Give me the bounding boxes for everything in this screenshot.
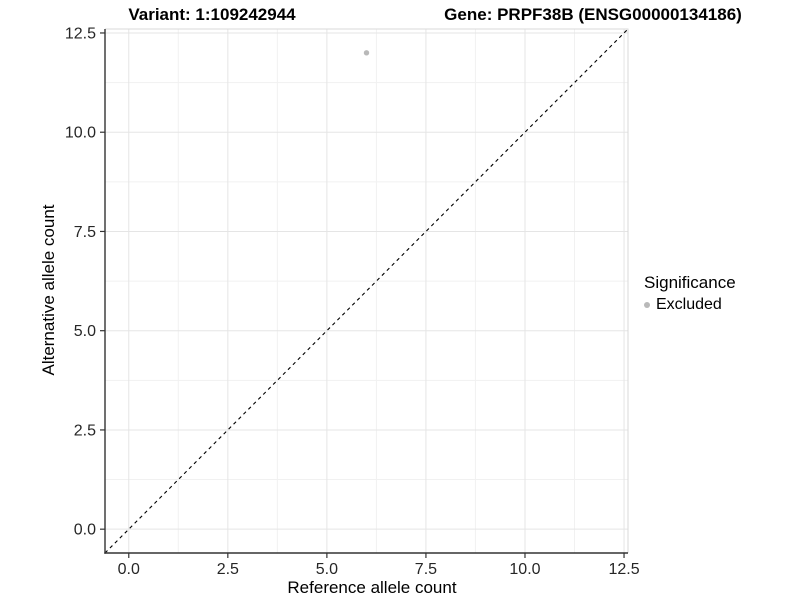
y-tick-label: 7.5 [74,224,96,241]
variant-title: Variant: 1:109242944 [128,5,296,24]
x-tick-label: 5.0 [316,561,338,578]
panel-border [105,28,629,553]
identity-line [104,28,629,554]
x-tick-label: 2.5 [217,561,239,578]
legend-item-excluded: Excluded [644,296,736,314]
y-tick-label: 0.0 [74,522,96,539]
y-tick-label: 5.0 [74,323,96,340]
excluded-point-icon [644,302,650,308]
legend-title: Significance [644,273,736,292]
legend: Significance Excluded [644,273,736,314]
gene-title: Gene: PRPF38B (ENSG00000134186) [444,5,742,24]
data-point [363,50,370,56]
x-tick-label: 10.0 [509,561,540,578]
x-tick-label: 7.5 [415,561,437,578]
y-tick-label: 10.0 [65,125,96,142]
x-tick-label: 0.0 [118,561,140,578]
y-tick-label: 12.5 [65,25,96,42]
x-tick-label: 12.5 [608,561,639,578]
legend-item-label: Excluded [656,296,722,313]
x-axis-title: Reference allele count [287,578,457,597]
y-tick-label: 2.5 [74,422,96,439]
